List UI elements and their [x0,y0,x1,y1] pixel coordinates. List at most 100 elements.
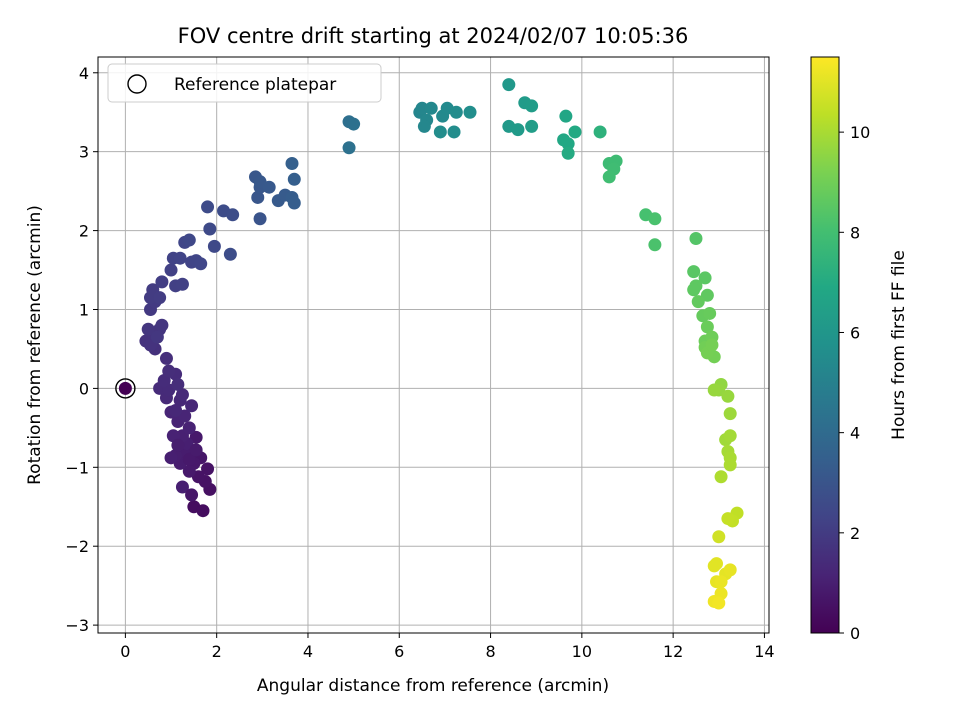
x-tick-label: 6 [394,642,404,661]
reference-platepar-marker [115,378,136,399]
scatter-point [189,443,203,457]
scatter-point [648,212,662,226]
scatter-point [511,123,525,137]
scatter-point [687,283,701,297]
scatter-points [115,78,744,610]
scatter-point [525,119,539,133]
y-tick-label: −2 [65,537,89,556]
scatter-point [703,306,717,320]
scatter-point [712,596,726,610]
y-tick-label: 1 [79,300,89,319]
colorbar-ticks: 0 2 4 6 8 10 [839,123,870,643]
scatter-point [171,438,185,452]
scatter-point [287,196,301,210]
scatter-point [707,383,721,397]
scatter-point [189,430,203,444]
scatter-point [723,429,737,443]
scatter-point [155,318,169,332]
grid [98,57,769,633]
colorbar-tick-label: 0 [850,624,860,643]
scatter-point [561,137,575,151]
scatter-point [712,530,726,544]
scatter-point [162,364,176,378]
scatter-point [118,381,132,395]
scatter-point [141,322,155,336]
scatter-point [700,288,714,302]
scatter-point [714,470,728,484]
y-axis-label: Rotation from reference (arcmin) [25,205,45,485]
scatter-point [721,512,735,526]
scatter-point [447,125,461,139]
scatter-point [253,212,267,226]
scatter-point [196,504,210,518]
scatter-point [175,480,189,494]
scatter-point [568,125,582,139]
scatter-point [262,180,276,194]
colorbar-tick-label: 10 [850,123,870,142]
colorbar-tick-label: 2 [850,524,860,543]
colorbar-gradient [810,56,840,634]
scatter-point [175,277,189,291]
scatter-point [648,238,662,252]
scatter-point [223,247,237,261]
scatter-point [561,146,575,160]
scatter-point [285,157,299,171]
scatter-point [182,421,196,435]
scatter-point [687,265,701,279]
scatter-point [201,200,215,214]
colorbar: 0 2 4 6 8 10 Hours from first FF file [810,56,909,643]
scatter-point [182,452,196,466]
x-tick-label: 4 [303,642,313,661]
colorbar-tick-label: 6 [850,323,860,342]
scatter-point [155,275,169,289]
scatter-point [415,101,429,115]
scatter-point [287,172,301,186]
scatter-point [173,251,187,265]
y-tick-label: 0 [79,379,89,398]
scatter-point [226,208,240,222]
scatter-point [689,231,703,245]
y-tick-label: 4 [79,64,89,83]
scatter-point [525,99,539,113]
scatter-point [502,78,516,92]
scatter-point [723,563,737,577]
scatter-point [723,407,737,421]
legend-marker-reference [127,74,147,94]
scatter-point [182,464,196,478]
legend-label-reference: Reference platepar [174,75,336,95]
scatter-point [347,117,361,131]
colorbar-tick-label: 8 [850,223,860,242]
y-tick-label: −1 [65,458,89,477]
scatter-point [559,109,573,123]
colorbar-tick-label: 4 [850,424,860,443]
scatter-point [721,389,735,403]
scatter-point [159,351,173,365]
plot-frame [97,56,770,634]
scatter-point [714,575,728,589]
scatter-point [164,263,178,277]
x-tick-label: 8 [485,642,495,661]
scatter-point [417,119,431,133]
y-tick-label: 3 [79,143,89,162]
legend-box [107,63,382,103]
x-tick-label: 14 [754,642,774,661]
scatter-point [463,105,477,119]
legend: Reference platepar [107,63,382,103]
scatter-point [698,271,712,285]
scatter-point [251,190,265,204]
scatter-point [433,125,447,139]
scatter-point [150,330,164,344]
scatter-point [700,320,714,334]
scatter-point [185,488,199,502]
scatter-point [203,222,217,236]
scatter-point [153,291,167,305]
colorbar-label: Hours from first FF file [889,250,909,440]
scatter-point [723,458,737,472]
scatter-point [705,338,719,352]
y-tick-label: −3 [65,616,89,635]
y-tick-label: 2 [79,222,89,241]
scatter-point [169,403,183,417]
